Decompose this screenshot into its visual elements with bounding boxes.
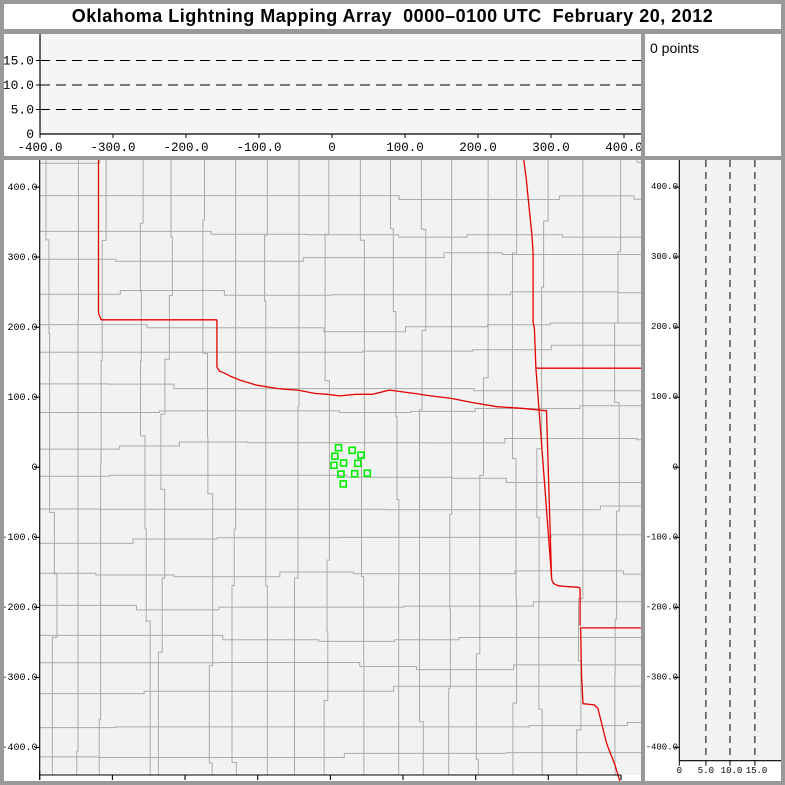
svg-text:-300.0: -300.0 [90,141,135,155]
svg-text:-400.0: -400.0 [17,141,62,155]
svg-text:-200.0: -200.0 [4,603,38,614]
svg-text:0: 0 [26,127,34,142]
svg-text:0: 0 [328,141,336,155]
svg-text:-400.0: -400.0 [646,743,678,753]
svg-text:-300.0: -300.0 [4,673,38,684]
svg-text:15.0: 15.0 [746,766,768,776]
svg-text:-200.0: -200.0 [163,141,208,155]
svg-text:-100.0: -100.0 [236,141,281,155]
svg-text:5.0: 5.0 [698,766,714,776]
svg-text:400.0: 400.0 [651,182,678,192]
svg-text:10.0: 10.0 [4,78,34,93]
svg-text:0: 0 [677,766,682,776]
svg-text:0: 0 [31,463,37,474]
svg-text:300.0: 300.0 [651,252,678,262]
svg-text:15.0: 15.0 [4,54,34,69]
svg-text:-100.0: -100.0 [4,533,38,544]
svg-text:10.0: 10.0 [721,766,743,776]
svg-text:-300.0: -300.0 [646,673,678,683]
svg-text:0: 0 [673,462,678,472]
svg-text:200.0: 200.0 [651,322,678,332]
svg-text:200.0: 200.0 [7,323,37,334]
svg-text:100.0: 100.0 [651,392,678,402]
svg-text:400.0: 400.0 [7,183,37,194]
svg-text:300.0: 300.0 [7,253,37,264]
svg-text:100.0: 100.0 [7,393,37,404]
svg-text:-400.0: -400.0 [4,743,38,754]
svg-text:300.0: 300.0 [532,141,570,155]
svg-text:5.0: 5.0 [11,103,34,118]
svg-text:-100.0: -100.0 [646,532,678,542]
svg-text:100.0: 100.0 [386,141,424,155]
svg-text:400.0: 400.0 [605,141,641,155]
svg-text:200.0: 200.0 [459,141,497,155]
svg-text:-200.0: -200.0 [646,602,678,612]
